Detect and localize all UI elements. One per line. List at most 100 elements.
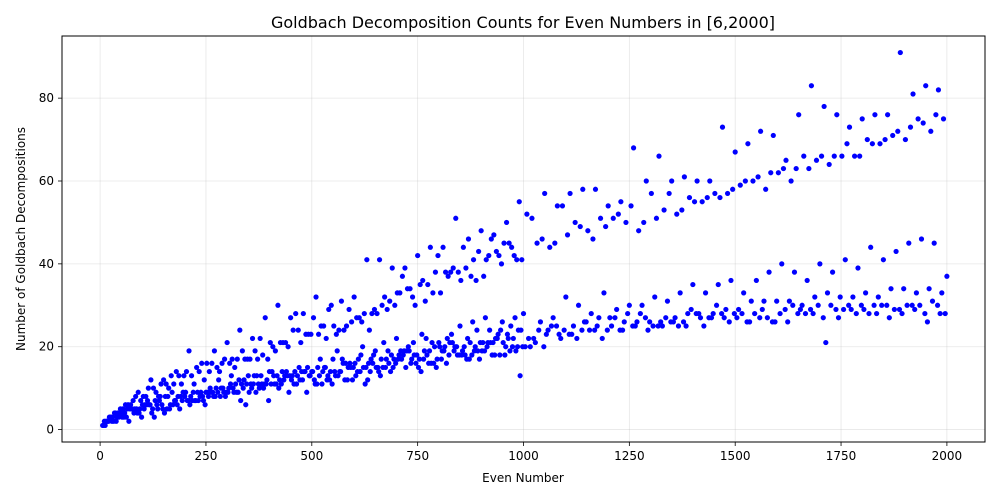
data-point	[290, 327, 296, 333]
data-point	[675, 323, 682, 329]
data-point	[278, 381, 284, 387]
data-point	[442, 269, 449, 275]
data-point	[302, 368, 308, 375]
data-point	[353, 373, 359, 379]
data-point	[658, 319, 664, 325]
data-point	[556, 331, 562, 337]
x-tick-label: 500	[300, 449, 323, 463]
data-point	[258, 373, 264, 379]
data-point	[429, 339, 435, 346]
data-point	[188, 373, 195, 379]
data-point	[424, 352, 430, 358]
data-point	[102, 422, 108, 429]
data-point	[293, 310, 299, 317]
data-point	[893, 248, 899, 255]
data-point	[379, 302, 385, 308]
data-point	[446, 352, 452, 358]
data-point	[696, 310, 702, 317]
data-point	[888, 286, 894, 292]
data-point	[241, 377, 247, 383]
data-point	[147, 402, 153, 408]
data-point	[356, 315, 362, 321]
data-point	[331, 323, 337, 329]
data-point	[525, 335, 532, 342]
data-point	[434, 356, 440, 362]
data-point	[214, 364, 220, 371]
data-point	[877, 141, 883, 147]
data-point	[295, 327, 301, 333]
data-point	[135, 389, 141, 395]
data-point	[509, 244, 515, 250]
data-point	[222, 393, 229, 400]
data-point	[868, 244, 874, 250]
data-point	[210, 389, 216, 395]
data-point	[775, 170, 781, 176]
data-point	[785, 319, 791, 325]
data-point	[386, 360, 392, 366]
data-point	[260, 352, 266, 358]
data-point	[507, 348, 513, 354]
data-point	[506, 240, 512, 246]
data-point	[779, 261, 785, 267]
data-point	[407, 286, 413, 292]
data-point	[880, 257, 886, 263]
data-point	[273, 381, 279, 387]
data-point	[553, 323, 560, 329]
data-point	[833, 306, 839, 313]
data-point	[824, 290, 831, 296]
y-tick-label: 40	[39, 257, 54, 271]
data-point	[393, 360, 399, 366]
data-point	[371, 352, 377, 358]
data-point	[828, 302, 834, 308]
data-point	[552, 240, 558, 246]
data-point	[141, 406, 147, 412]
data-point	[782, 306, 788, 313]
data-point	[766, 269, 772, 275]
data-point	[837, 294, 843, 300]
data-point	[491, 232, 497, 238]
data-point	[504, 331, 511, 337]
data-point	[924, 319, 931, 325]
data-point	[172, 397, 179, 404]
data-point	[639, 302, 645, 308]
data-point	[481, 273, 487, 279]
data-point	[902, 136, 909, 143]
data-point	[855, 265, 861, 271]
data-point	[750, 178, 756, 184]
data-point	[274, 373, 280, 379]
data-point	[610, 215, 616, 221]
data-point	[143, 393, 149, 400]
data-point	[362, 381, 368, 387]
data-point	[935, 87, 942, 93]
y-tick-label: 20	[39, 340, 54, 354]
data-point	[415, 364, 422, 371]
data-point	[821, 103, 827, 110]
data-point	[524, 211, 530, 217]
data-point	[416, 356, 422, 362]
data-point	[866, 310, 872, 317]
x-tick-label: 1500	[720, 449, 751, 463]
data-point	[929, 298, 936, 304]
data-point	[277, 377, 283, 383]
data-point	[628, 203, 634, 209]
data-point	[839, 153, 845, 159]
data-point	[281, 377, 287, 383]
data-point	[462, 352, 468, 358]
data-point	[503, 219, 510, 226]
data-point	[349, 377, 356, 383]
data-point	[219, 360, 225, 366]
data-point	[285, 344, 291, 350]
data-point	[790, 302, 796, 308]
data-point	[470, 319, 476, 325]
data-point	[612, 315, 618, 321]
data-point	[634, 319, 640, 325]
data-point	[463, 265, 469, 271]
data-point	[420, 277, 426, 284]
data-point	[376, 257, 383, 263]
data-point	[440, 244, 446, 250]
data-point	[799, 302, 805, 308]
data-point	[741, 290, 747, 296]
data-point	[341, 327, 347, 333]
data-point	[376, 368, 382, 375]
